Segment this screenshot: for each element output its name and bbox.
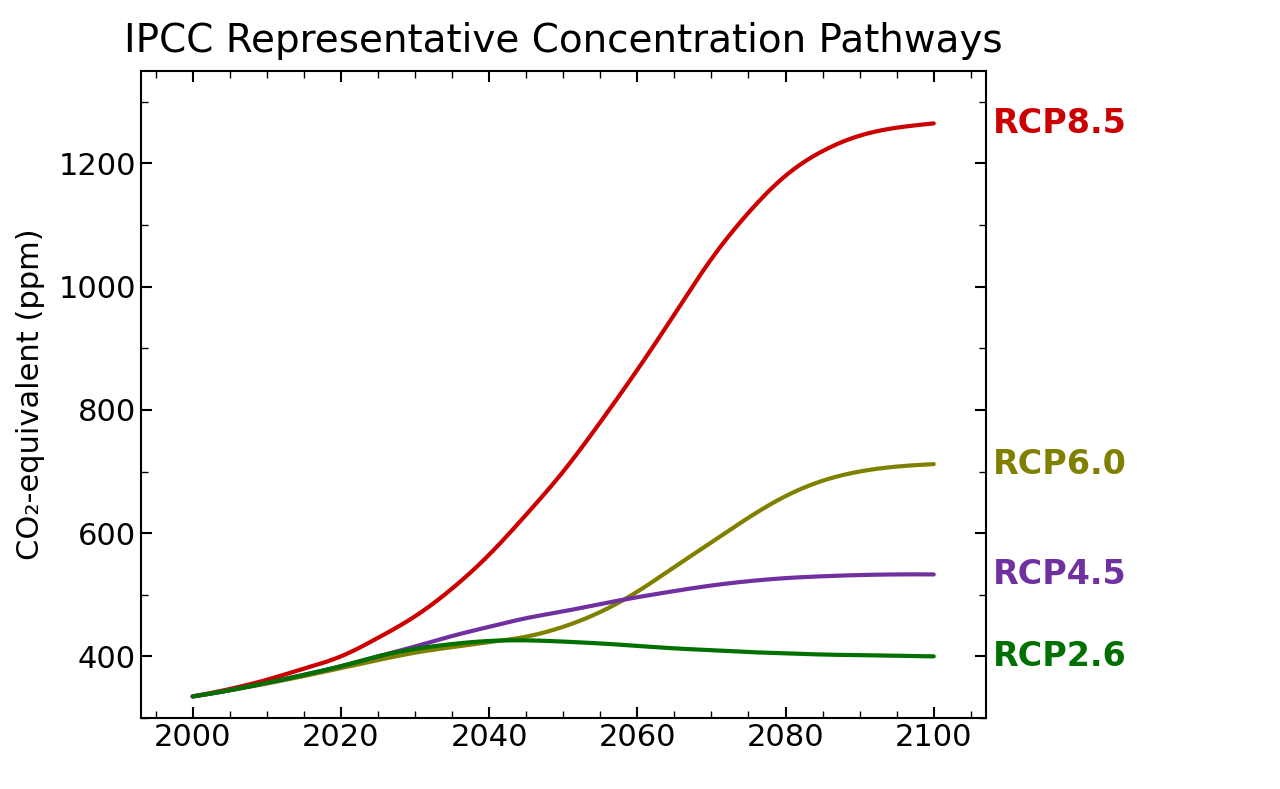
Text: RCP2.6: RCP2.6 bbox=[993, 640, 1126, 673]
Text: RCP8.5: RCP8.5 bbox=[993, 107, 1126, 140]
Text: RCP4.5: RCP4.5 bbox=[993, 558, 1126, 591]
Text: RCP6.0: RCP6.0 bbox=[993, 447, 1126, 481]
Y-axis label: CO₂-equivalent (ppm): CO₂-equivalent (ppm) bbox=[15, 229, 45, 560]
Title: IPCC Representative Concentration Pathways: IPCC Representative Concentration Pathwa… bbox=[124, 21, 1002, 59]
